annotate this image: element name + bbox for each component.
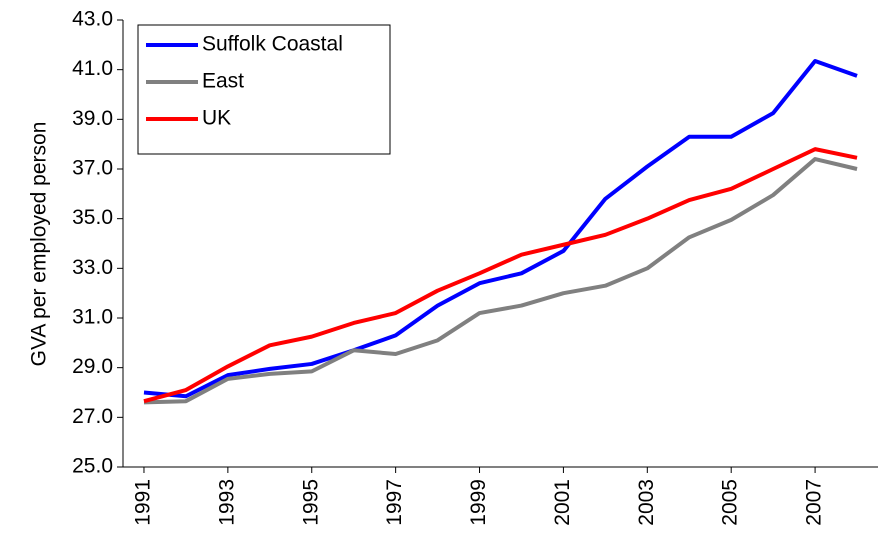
series-line xyxy=(143,157,858,405)
x-tick-label: 1997 xyxy=(383,479,406,526)
x-tick-label: 2005 xyxy=(719,479,742,526)
x-tick-label: 2001 xyxy=(551,479,574,526)
legend-label: Suffolk Coastal xyxy=(202,33,343,56)
series-line xyxy=(143,147,858,404)
y-axis-label: GVA per employed person xyxy=(28,122,51,367)
legend-box xyxy=(137,24,391,155)
x-tick-label: 1993 xyxy=(215,479,238,526)
y-tick-label: 37.0 xyxy=(72,157,113,180)
x-tick-label: 2003 xyxy=(635,479,658,526)
y-tick-label: 29.0 xyxy=(72,355,113,378)
x-tick-label: 1995 xyxy=(299,479,322,526)
y-tick-label: 43.0 xyxy=(72,8,113,31)
legend-label: UK xyxy=(202,107,231,130)
y-tick-label: 27.0 xyxy=(72,405,113,428)
y-tick-label: 39.0 xyxy=(72,107,113,130)
y-tick-label: 33.0 xyxy=(72,256,113,279)
legend-label: East xyxy=(202,70,244,93)
series-line xyxy=(143,58,858,399)
y-tick-label: 31.0 xyxy=(72,306,113,329)
x-tick-label: 1999 xyxy=(467,479,490,526)
y-tick-label: 35.0 xyxy=(72,206,113,229)
y-tick-label: 41.0 xyxy=(72,57,113,80)
y-tick-label: 25.0 xyxy=(72,455,113,478)
x-tick-label: 2007 xyxy=(803,479,826,526)
x-tick-label: 1991 xyxy=(132,479,155,526)
